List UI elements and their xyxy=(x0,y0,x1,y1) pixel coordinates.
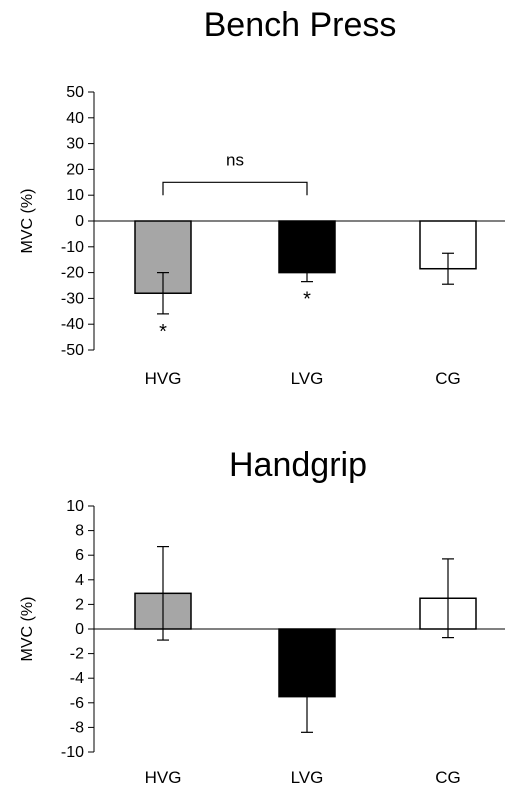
y-tick-label: 10 xyxy=(66,498,84,515)
y-tick-label: -8 xyxy=(70,719,84,736)
y-tick-label: 30 xyxy=(66,136,84,153)
y-tick-label: -10 xyxy=(61,744,84,761)
y-tick-label: 20 xyxy=(66,161,84,178)
y-tick-label: 2 xyxy=(75,596,84,613)
chart-title: Handgrip xyxy=(229,446,367,484)
y-tick-label: -6 xyxy=(70,695,84,712)
category-label: HVG xyxy=(145,768,182,787)
y-tick-label: -10 xyxy=(61,239,84,256)
y-tick-label: -50 xyxy=(61,342,84,359)
y-tick-label: 10 xyxy=(66,187,84,204)
y-tick-label: -30 xyxy=(61,290,84,307)
y-tick-label: 6 xyxy=(75,547,84,564)
category-label: LVG xyxy=(291,768,324,787)
y-tick-label: -2 xyxy=(70,646,84,663)
y-axis-label: MVC (%) xyxy=(19,189,36,254)
comparison-label: ns xyxy=(226,150,244,169)
y-tick-label: -4 xyxy=(70,670,84,687)
category-label: CG xyxy=(435,768,461,787)
chart-title: Bench Press xyxy=(204,6,397,44)
significance-marker: * xyxy=(159,321,167,343)
y-tick-label: 4 xyxy=(75,572,84,589)
y-tick-label: 0 xyxy=(75,213,84,230)
category-label: LVG xyxy=(291,369,324,388)
y-tick-label: 50 xyxy=(66,84,84,101)
y-tick-label: 0 xyxy=(75,621,84,638)
y-tick-label: -20 xyxy=(61,265,84,282)
y-tick-label: -40 xyxy=(61,316,84,333)
significance-marker: * xyxy=(303,289,311,311)
y-tick-label: 8 xyxy=(75,523,84,540)
category-label: HVG xyxy=(145,369,182,388)
comparison-bracket xyxy=(162,181,308,196)
category-label: CG xyxy=(435,369,461,388)
y-axis-label: MVC (%) xyxy=(19,597,36,662)
y-tick-label: 40 xyxy=(66,110,84,127)
